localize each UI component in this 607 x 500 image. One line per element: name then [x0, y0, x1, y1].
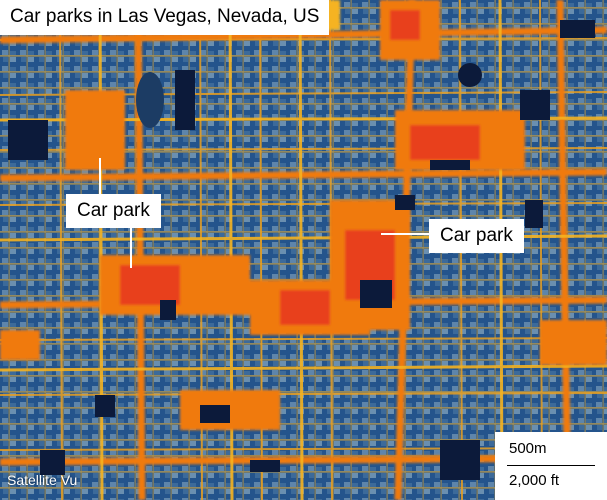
- leader-line-left-lower: [130, 228, 132, 268]
- car-park-label-left: Car park: [66, 194, 161, 228]
- scale-imperial-label: 2,000 ft: [509, 472, 560, 489]
- scale-line: [507, 465, 595, 466]
- scale-metric-label: 500m: [509, 440, 547, 457]
- scale-bar: 500m 2,000 ft: [495, 432, 607, 500]
- image-credit: Satellite Vu: [7, 472, 78, 488]
- map-title: Car parks in Las Vegas, Nevada, US: [0, 0, 330, 35]
- leader-line-left-upper: [99, 158, 101, 194]
- leader-line-right: [381, 233, 429, 235]
- car-park-label-right: Car park: [429, 219, 524, 253]
